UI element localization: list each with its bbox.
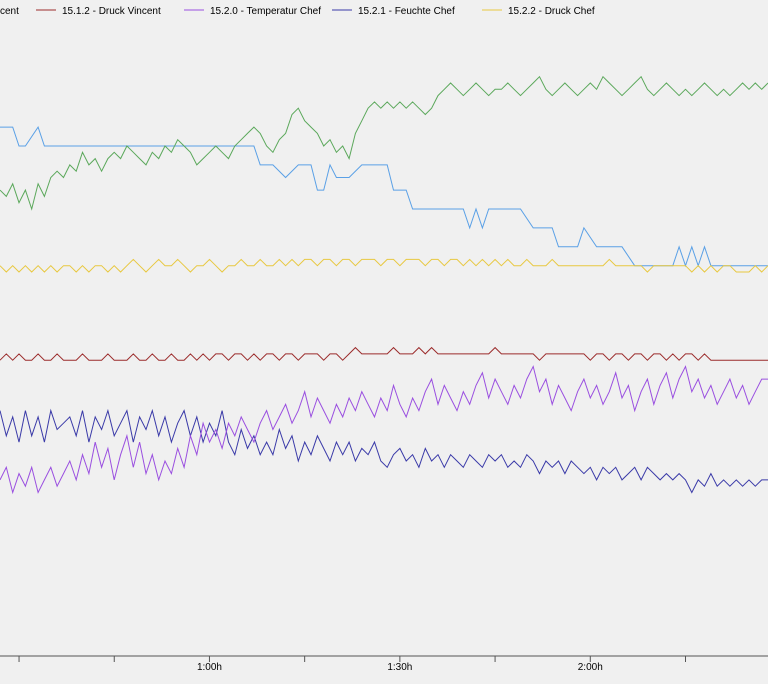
series-line-1 — [0, 75, 768, 211]
legend-entry-2: 15.2.0 - Temperatur Chef — [210, 6, 321, 17]
legend-entry-0: cent — [0, 6, 19, 17]
plot-area — [0, 75, 768, 495]
x-tick-label-4: 1:30h — [387, 662, 412, 673]
series-line-3 — [0, 346, 768, 361]
x-tick-label-2: 1:00h — [197, 662, 222, 673]
series-line-2 — [0, 258, 768, 273]
series-line-4 — [0, 408, 768, 494]
x-tick-label-6: 2:00h — [578, 662, 603, 673]
series-line-5 — [0, 365, 768, 495]
series-line-0 — [0, 125, 768, 268]
legend-entry-4: 15.2.2 - Druck Chef — [508, 6, 595, 17]
chart-legend: cent 15.1.2 - Druck Vincent 15.2.0 - Tempe… — [0, 6, 595, 17]
x-axis: 1:00h 1:30h 2:00h — [0, 655, 768, 673]
legend-entry-3: 15.2.1 - Feuchte Chef — [358, 6, 455, 17]
legend-entry-1: 15.1.2 - Druck Vincent — [62, 6, 161, 17]
